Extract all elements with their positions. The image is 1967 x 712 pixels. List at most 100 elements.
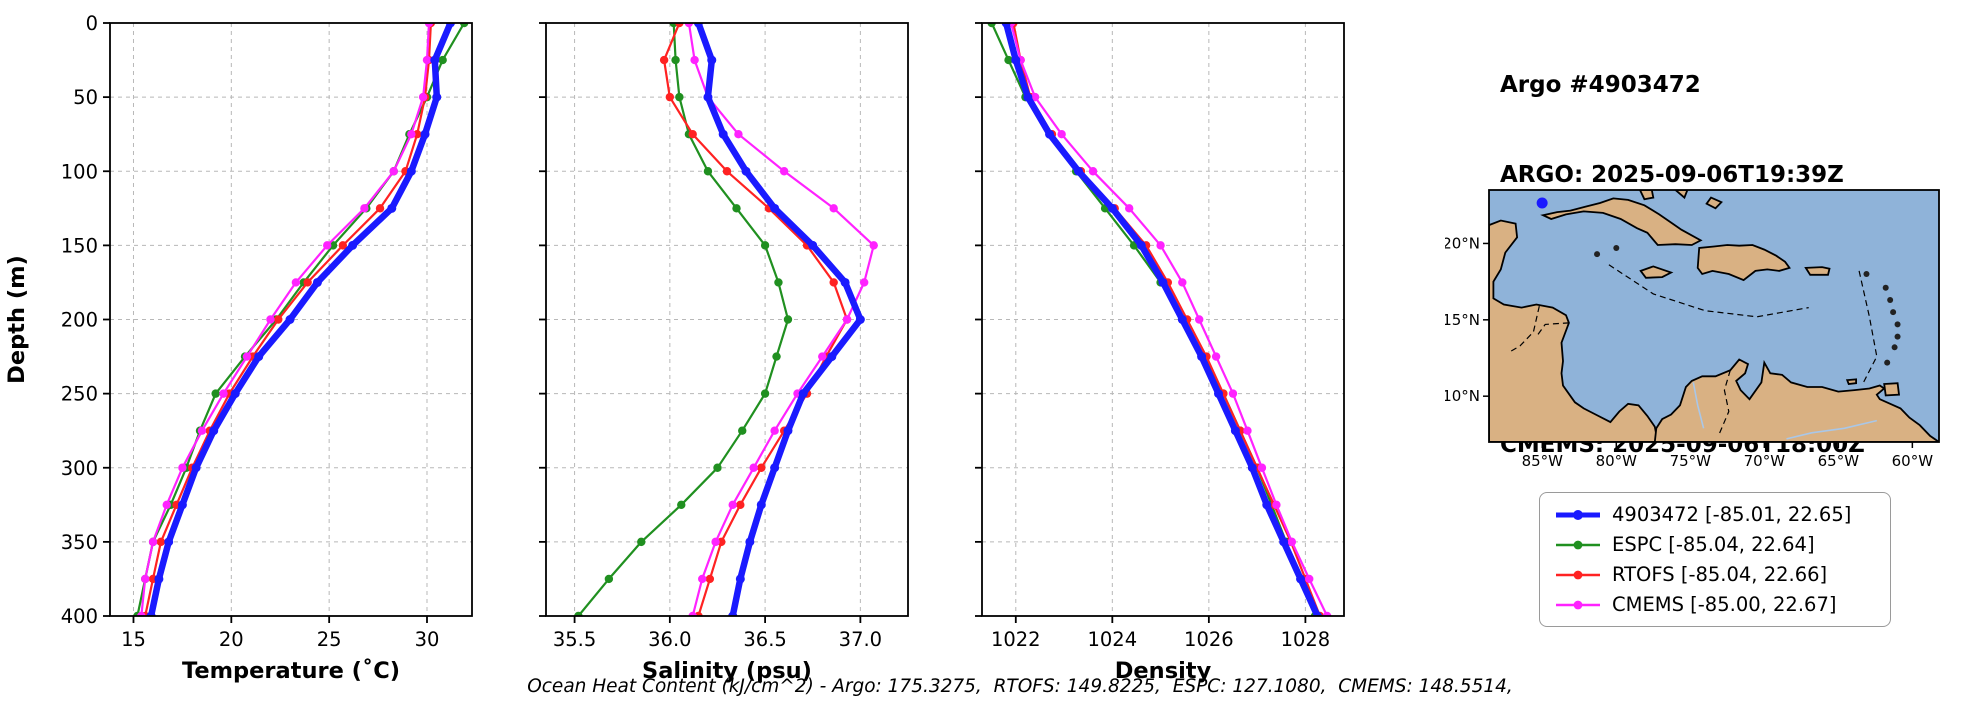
data-point (637, 537, 646, 547)
data-point (1011, 55, 1021, 65)
map-features (1489, 190, 1939, 442)
x-tick-label: 37.0 (839, 628, 882, 651)
data-point (738, 426, 747, 435)
lon-tick-label: 85°W (1522, 452, 1564, 470)
density-panel: 1022 1024 1026 1028 Density (975, 22, 1345, 684)
landmass-jamaica (1639, 265, 1674, 279)
float-id-title: Argo #4903472 (1500, 72, 1701, 98)
data-point (728, 500, 737, 510)
data-point (770, 203, 780, 213)
data-point (389, 167, 398, 176)
data-point (859, 278, 869, 287)
data-point (348, 240, 358, 250)
data-point (987, 23, 996, 28)
x-tick-label: 1022 (991, 628, 1041, 651)
data-point (303, 278, 312, 287)
x-tick-label: 36.5 (743, 628, 786, 651)
profile-plots-svg: 15 20 25 30050100150200250300350400Temperat… (4, 12, 1345, 684)
landmass-south-america (1653, 358, 1939, 442)
data-point (827, 352, 837, 362)
data-point (156, 537, 166, 547)
caribbean-location-map: 85°W 80°W 75°W 70°W 65°W 60°W 20°N 15°N 10°N (1445, 189, 1940, 470)
small-island (1894, 321, 1901, 328)
data-point (760, 241, 770, 250)
data-point (677, 500, 686, 510)
data-point (191, 463, 201, 473)
data-point (1262, 500, 1272, 510)
data-point (1030, 92, 1040, 102)
river (1786, 419, 1877, 440)
data-point (1125, 204, 1134, 213)
y-axis-title: Depth (m) (4, 255, 30, 384)
data-point (141, 574, 150, 584)
data-point (338, 241, 348, 250)
y-tick-label: 350 (61, 531, 98, 554)
legend-item-label: RTOFS [-85.04, 22.66] (1612, 563, 1828, 586)
data-point (1158, 277, 1168, 287)
map-tick-labels: 85°W 80°W 75°W 70°W 65°W 60°W 20°N 15°N 10°N (1445, 234, 1933, 470)
data-point (698, 574, 707, 584)
legend-item-label: ESPC [-85.04, 22.64] (1612, 533, 1815, 556)
data-point (154, 574, 164, 584)
data-point (406, 166, 416, 176)
y-tick-label: 100 (61, 160, 98, 183)
lat-tick-label: 15°N (1445, 311, 1480, 329)
data-point (148, 537, 158, 547)
data-point (285, 315, 295, 324)
data-point (728, 611, 738, 616)
data-point (1272, 500, 1281, 510)
data-point (422, 55, 432, 65)
data-point (209, 426, 219, 436)
data-point (756, 500, 766, 510)
y-tick-label: 250 (61, 383, 98, 406)
series-cmems (137, 23, 434, 616)
data-point (1177, 315, 1187, 324)
data-point (722, 167, 732, 176)
landmass-hispaniola (1696, 244, 1791, 282)
data-point (1088, 167, 1098, 176)
data-point (162, 500, 171, 510)
data-point (407, 129, 416, 139)
data-point (659, 55, 669, 65)
data-point (798, 389, 808, 399)
data-point (690, 55, 699, 65)
data-point (312, 277, 322, 287)
data-point (842, 315, 852, 324)
y-tick-label: 0 (86, 12, 98, 35)
legend-item-rtofs: RTOFS [-85.04, 22.66] (1554, 563, 1876, 586)
data-point (718, 129, 728, 139)
data-point (855, 315, 865, 324)
dashed-boundary (1535, 322, 1569, 337)
data-point (230, 389, 240, 399)
legend-line-swatch (1556, 540, 1600, 549)
small-island (1863, 271, 1870, 277)
temperature-c-panel: 15 20 25 30050100150200250300350400Temperat… (61, 12, 473, 684)
data-point (1023, 92, 1033, 102)
y-tick-label: 300 (61, 457, 98, 480)
ocean-heat-content-note: Ocean Heat Content (kJ/cm^2) - Argo: 175… (527, 676, 1513, 697)
data-point (808, 240, 818, 250)
small-island (1894, 333, 1901, 340)
lon-tick-label: 65°W (1818, 452, 1860, 470)
river (1692, 382, 1705, 429)
legend-line-swatch (1556, 600, 1600, 609)
data-point (1296, 574, 1306, 584)
data-point (254, 352, 264, 362)
x-tick-label: 25 (317, 628, 342, 651)
data-point (688, 129, 697, 139)
series-4903472 (1001, 23, 1322, 616)
data-point (840, 277, 850, 287)
data-point (705, 574, 715, 584)
data-point (713, 463, 722, 472)
landmass-cuba (1540, 197, 1703, 246)
y-tick-label: 150 (61, 234, 98, 257)
data-point (323, 241, 332, 250)
data-point (693, 23, 703, 28)
small-island (1884, 359, 1891, 366)
data-point (684, 23, 694, 28)
data-point (675, 92, 684, 102)
legend-item-cmems: CMEMS [-85.00, 22.67] (1554, 593, 1876, 616)
data-point (735, 574, 745, 584)
x-tick-label: 15 (121, 628, 146, 651)
series-cmems (684, 23, 878, 616)
